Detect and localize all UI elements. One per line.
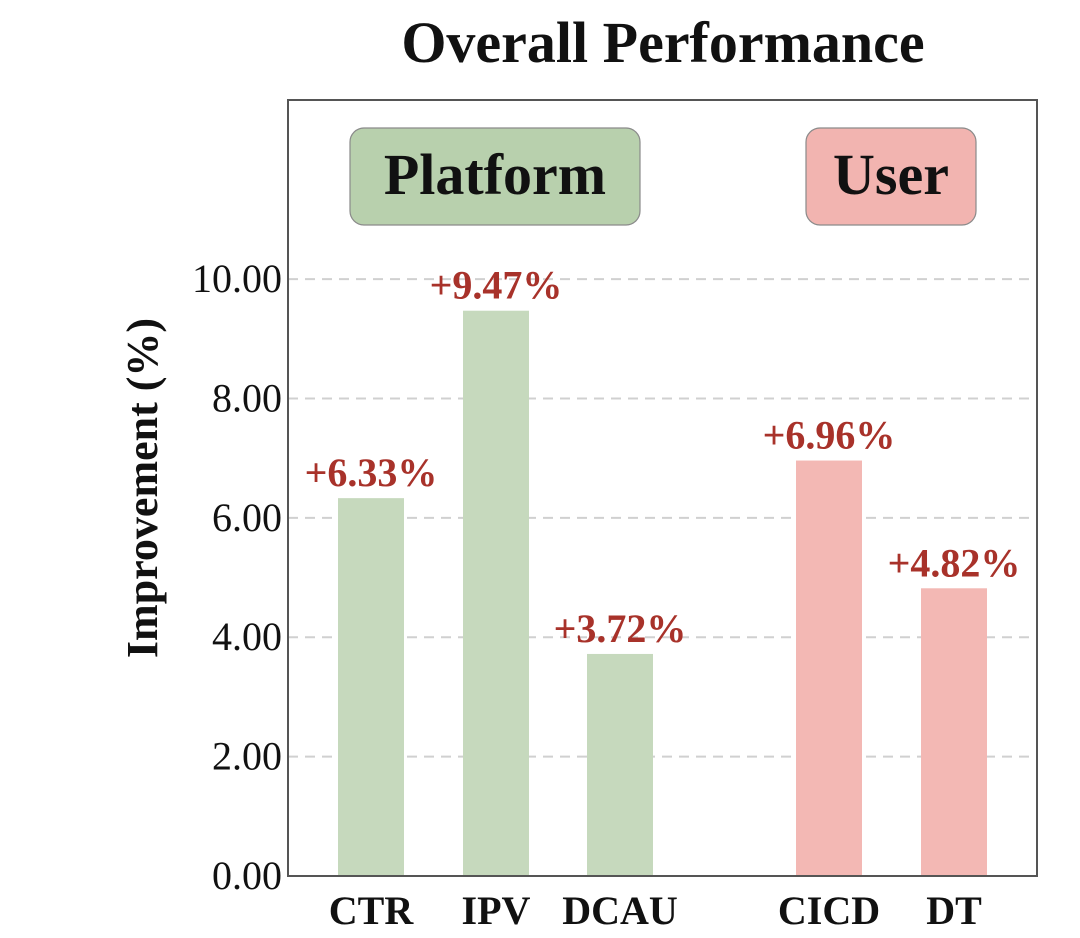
bar-ctr (338, 498, 404, 876)
y-tick-label: 4.00 (212, 614, 282, 659)
x-tick-label-dcau: DCAU (562, 888, 678, 933)
bar-cicd (796, 460, 862, 876)
data-labels: +6.33% +9.47% +3.72% +6.96% +4.82% (305, 263, 1021, 651)
group-label-boxes: Platform User (349, 127, 977, 226)
group-label-user: User (833, 142, 949, 207)
x-tick-label-dt: DT (926, 888, 982, 933)
bars (338, 310, 987, 876)
group-label-platform: Platform (384, 142, 606, 207)
x-tick-label-ctr: CTR (329, 888, 415, 933)
x-tick-label-ipv: IPV (462, 888, 531, 933)
group-box-platform (349, 127, 641, 226)
y-tick-label: 2.00 (212, 734, 282, 779)
x-tick-label-cicd: CICD (778, 888, 880, 933)
data-label-dcau: +3.72% (554, 606, 687, 651)
y-tick-label: 8.00 (212, 375, 282, 420)
data-label-ipv: +9.47% (430, 263, 563, 308)
y-tick-label: 0.00 (212, 853, 282, 898)
group-box-user (805, 127, 977, 226)
chart-title: Overall Performance (401, 10, 924, 75)
bar-ipv (463, 310, 529, 876)
data-label-cicd: +6.96% (763, 413, 896, 458)
y-tick-label: 6.00 (212, 495, 282, 540)
y-axis-label: Improvement (%) (118, 318, 167, 658)
y-ticks: 0.00 2.00 4.00 6.00 8.00 10.00 (192, 256, 282, 898)
grid-lines (288, 278, 1037, 758)
data-label-dt: +4.82% (888, 540, 1021, 585)
bar-dcau (587, 653, 653, 876)
plot-frame (287, 99, 1038, 877)
data-label-ctr: +6.33% (305, 450, 438, 495)
y-tick-label: 10.00 (192, 256, 282, 301)
bar-dt (921, 588, 987, 876)
x-tick-labels: CTR IPV DCAU CICD DT (329, 888, 982, 933)
